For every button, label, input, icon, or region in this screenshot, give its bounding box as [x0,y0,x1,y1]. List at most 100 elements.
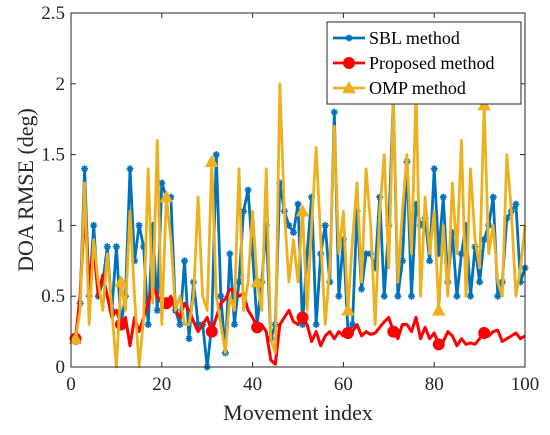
data-point [348,321,356,329]
data-point [448,228,456,236]
data-point [114,275,128,288]
data-point [516,278,524,286]
data-point [176,321,184,329]
data-point [432,338,445,351]
data-point [181,257,188,265]
data-point [462,221,470,229]
legend-entry: Proposed method [333,53,495,73]
data-point [285,221,293,229]
data-point [149,221,157,229]
data-point [435,250,443,258]
data-point [249,250,257,258]
data-point [480,236,488,244]
data-point [135,221,143,229]
legend: SBL method Proposed method OMP method [326,21,522,105]
data-point [330,108,338,116]
x-tick-label: 100 [511,374,540,395]
data-point [303,250,311,258]
data-point [341,303,355,316]
legend-label: Proposed method [369,53,495,73]
data-point [208,321,216,329]
data-point [362,250,370,258]
data-point [312,321,320,329]
y-tick-label: 2.5 [41,3,65,24]
data-point [112,243,120,251]
legend-marker [345,34,353,42]
data-point [412,200,420,208]
data-point [262,221,270,229]
data-point [140,243,148,251]
legend-entry: OMP method [333,78,466,98]
y-tick-label: 1 [56,215,66,236]
data-point [430,165,438,173]
y-tick-label: 0 [56,357,66,378]
data-point [439,193,447,201]
data-point [167,193,175,201]
data-point [204,154,219,167]
data-point [240,207,248,215]
data-point [212,151,220,159]
y-tick-label: 0.5 [41,286,65,307]
data-point [185,335,193,343]
data-point [341,327,354,340]
data-point [81,165,89,173]
data-point [453,292,461,300]
data-point [230,321,238,329]
y-axis-label: DOA RMSE (deg) [13,108,38,272]
data-point [205,325,218,338]
data-point [250,275,264,288]
data-point [226,250,234,258]
legend-label: OMP method [369,78,466,98]
data-point [276,179,284,187]
x-axis-label: Movement index [223,400,373,425]
data-point [308,193,316,201]
data-point [90,221,98,229]
data-point [235,278,243,286]
data-point [494,292,502,300]
data-point [478,327,491,340]
axes-box [70,12,526,368]
legend-entry: SBL method [333,28,460,48]
data-point [158,179,166,187]
data-point [296,311,309,324]
data-point [194,321,202,329]
data-point [394,292,402,300]
y-tick-label: 2 [56,74,66,95]
data-point [408,292,415,300]
x-tick-label: 40 [243,374,262,395]
data-point [476,278,484,286]
series-layer [68,82,529,371]
data-point [457,250,465,258]
data-point [103,243,111,251]
data-point [489,193,497,201]
data-point [294,200,302,208]
data-point [431,303,446,316]
x-tick-label: 0 [66,374,76,395]
data-point [153,306,161,314]
data-point [503,214,511,222]
x-tick-label: 80 [425,374,444,395]
data-point [217,292,225,300]
data-point [467,292,475,300]
data-point [417,221,425,229]
data-point [289,228,297,236]
data-point [380,292,388,300]
data-point [387,325,400,338]
series-line [74,82,527,369]
legend-marker [343,57,355,69]
data-point [299,321,307,329]
x-tick-label: 60 [334,374,353,395]
data-point [144,321,152,329]
data-point [512,200,520,208]
data-point [68,331,83,344]
data-point [426,257,434,265]
data-point [371,264,379,272]
data-point [321,221,329,229]
data-point [295,204,310,217]
data-point [358,285,366,293]
data-point [335,292,343,300]
data-point [251,321,264,334]
legend-label: SBL method [369,28,460,48]
legend-marker [342,80,356,94]
